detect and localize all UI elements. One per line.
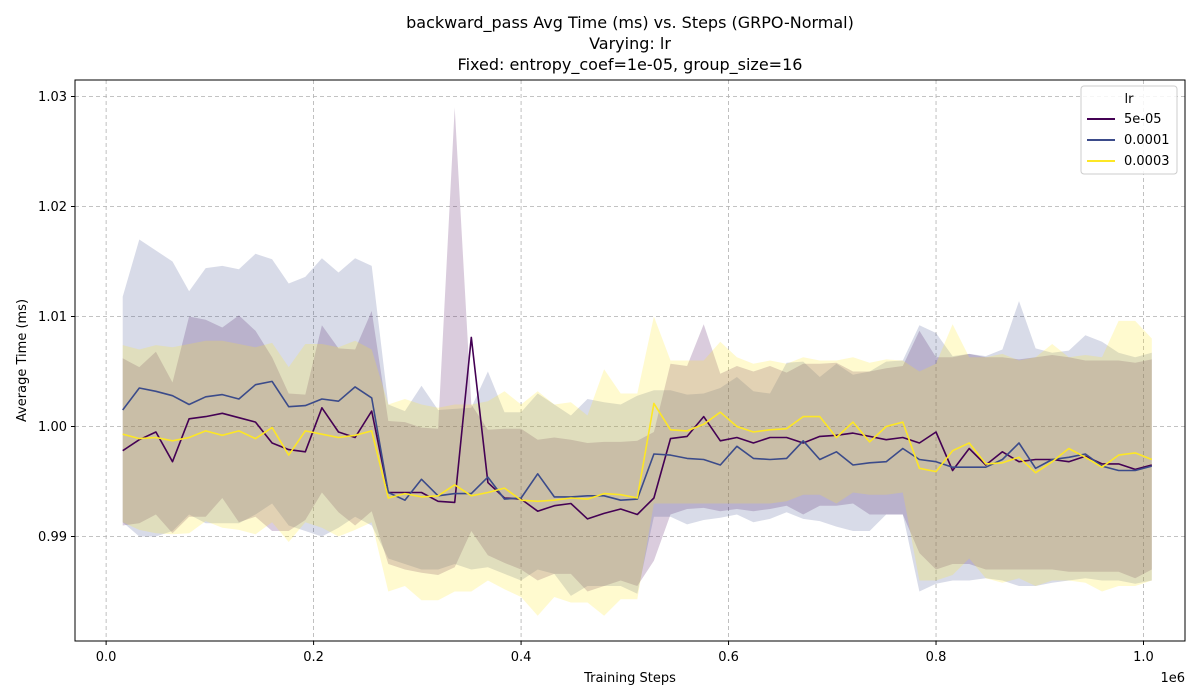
confidence-band-0.0003: [122, 316, 1152, 616]
x-axis-ticks: 0.0 0.2 0.4 0.6 0.8 1.0: [96, 641, 1154, 665]
chart-title-line-2: Varying: lr: [589, 34, 671, 53]
x-tick-label: 0.2: [303, 650, 324, 665]
y-axis-label: Average Time (ms): [15, 299, 30, 422]
y-tick-label: 1.03: [38, 90, 67, 105]
legend-title: lr: [1125, 92, 1135, 107]
axes: [74, 79, 1186, 642]
series-lines: [122, 336, 1153, 520]
x-tick-label: 0.4: [511, 650, 532, 665]
x-tick-label: 1.0: [1133, 650, 1154, 665]
legend-frame: [1080, 85, 1178, 175]
chart-title: backward_pass Avg Time (ms) vs. Steps (G…: [406, 13, 854, 75]
legend: lr 5e-05 0.0001 0.0003: [1080, 85, 1178, 175]
plot-frame: [74, 79, 1186, 642]
y-tick-label: 1.00: [38, 420, 67, 435]
y-tick-label: 1.01: [38, 310, 67, 325]
x-tick-label: 0.0: [96, 650, 117, 665]
x-tick-label: 0.6: [718, 650, 739, 665]
legend-label: 0.0003: [1124, 154, 1170, 169]
confidence-band-5e-05: [122, 107, 1152, 592]
y-tick-label: 0.99: [38, 530, 67, 545]
x-axis-offset-label: 1e6: [1160, 671, 1185, 686]
chart-title-line-3: Fixed: entropy_coef=1e-05, group_size=16: [458, 55, 803, 75]
legend-label: 5e-05: [1124, 112, 1162, 127]
series-line-5e-05: [122, 336, 1153, 520]
chart-title-line-1: backward_pass Avg Time (ms) vs. Steps (G…: [406, 13, 854, 33]
y-axis-ticks: 0.99 1.00 1.01 1.02 1.03: [38, 90, 75, 545]
series-line-0.0003: [122, 402, 1153, 503]
x-axis-label: Training Steps: [583, 671, 676, 686]
confidence-bands: [122, 107, 1152, 616]
confidence-band-0.0001: [122, 239, 1152, 596]
y-tick-label: 1.02: [38, 200, 67, 215]
x-tick-label: 0.8: [926, 650, 947, 665]
legend-label: 0.0001: [1124, 133, 1170, 148]
series-line-0.0001: [122, 380, 1153, 502]
